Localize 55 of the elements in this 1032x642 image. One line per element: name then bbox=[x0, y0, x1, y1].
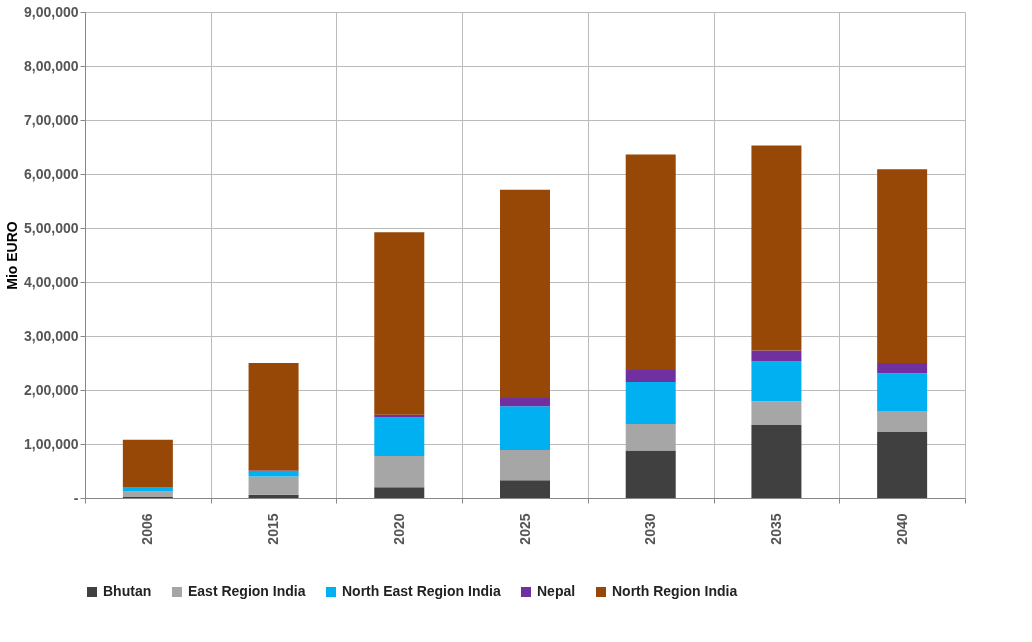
bar bbox=[877, 432, 928, 498]
bar bbox=[625, 154, 676, 371]
bar bbox=[500, 406, 550, 450]
bar bbox=[500, 189, 550, 399]
x-tick-label: 2015 bbox=[265, 513, 282, 545]
bar bbox=[374, 414, 425, 418]
legend-label: Bhutan bbox=[103, 583, 152, 599]
bar bbox=[374, 487, 425, 498]
bar bbox=[751, 145, 802, 351]
bar bbox=[122, 491, 173, 497]
bar bbox=[877, 373, 928, 412]
y-tick-label: 2,00,000 bbox=[24, 381, 79, 398]
y-tick-label: 5,00,000 bbox=[24, 219, 79, 236]
bar bbox=[625, 450, 676, 498]
bar bbox=[751, 425, 802, 498]
bar bbox=[500, 398, 550, 407]
y-tick-label: 3,00,000 bbox=[24, 327, 79, 344]
bar bbox=[877, 363, 928, 374]
y-tick-label: - bbox=[73, 489, 79, 506]
bar bbox=[751, 361, 802, 402]
bar bbox=[500, 449, 550, 481]
x-tick-label: 2006 bbox=[139, 513, 156, 545]
y-tick-label: 1,00,000 bbox=[24, 435, 79, 452]
y-tick-label: 6,00,000 bbox=[24, 165, 79, 182]
bar bbox=[751, 401, 802, 426]
x-tick-label: 2040 bbox=[893, 513, 910, 545]
legend-label: Nepal bbox=[537, 583, 576, 599]
y-axis-title: Mio EURO bbox=[4, 221, 20, 290]
y-tick-label: 7,00,000 bbox=[24, 111, 79, 128]
bar bbox=[248, 363, 299, 471]
bar bbox=[625, 424, 676, 451]
legend-label: North Region India bbox=[612, 583, 738, 599]
bar bbox=[122, 487, 173, 492]
bar bbox=[374, 232, 425, 415]
bar bbox=[374, 455, 425, 488]
x-tick-label: 2020 bbox=[390, 513, 407, 545]
bar bbox=[248, 471, 299, 477]
y-tick-label: 9,00,000 bbox=[24, 3, 79, 20]
bar bbox=[374, 417, 425, 456]
bar bbox=[625, 381, 676, 425]
bar bbox=[248, 494, 299, 498]
legend-label: East Region India bbox=[188, 583, 306, 599]
x-tick-label: 2030 bbox=[642, 513, 659, 545]
bar bbox=[500, 480, 550, 498]
bar bbox=[877, 169, 928, 363]
legend-label: North East Region India bbox=[342, 583, 501, 599]
bar bbox=[751, 350, 802, 362]
bar bbox=[248, 476, 299, 495]
bar bbox=[877, 411, 928, 433]
x-tick-label: 2035 bbox=[767, 513, 784, 545]
bar bbox=[625, 370, 676, 382]
bar bbox=[122, 439, 173, 488]
x-tick-label: 2025 bbox=[516, 513, 533, 545]
y-tick-label: 8,00,000 bbox=[24, 57, 79, 74]
y-tick-label: 4,00,000 bbox=[24, 273, 79, 290]
